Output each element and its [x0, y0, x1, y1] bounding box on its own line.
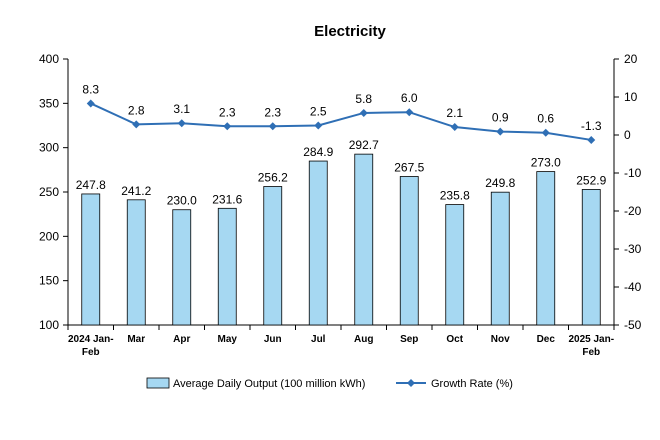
x-tick-label: Apr: [173, 334, 190, 345]
bar-value-label: 256.2: [258, 171, 288, 185]
bar: [126, 199, 146, 326]
left-tick-label: 400: [39, 52, 59, 66]
growth-rate-marker: [86, 99, 95, 108]
growth-rate-marker: [177, 119, 186, 128]
growth-rate-marker: [541, 128, 550, 137]
x-tick-label: 2025 Jan-: [568, 334, 614, 345]
bar: [490, 191, 510, 326]
line-value-label: 2.5: [310, 105, 327, 119]
bar: [581, 189, 601, 326]
line-value-label: -1.3: [581, 119, 602, 133]
x-tick-label: Dec: [537, 334, 556, 345]
x-tick-label: Feb: [582, 347, 600, 358]
x-tick-label: Feb: [82, 347, 100, 358]
chart-title: Electricity: [314, 23, 386, 40]
line-value-label: 2.1: [446, 106, 463, 120]
bar-value-label: 249.8: [485, 176, 515, 190]
x-tick-label: Oct: [446, 334, 463, 345]
line-value-label: 2.3: [219, 105, 236, 119]
bar-value-label: 252.9: [576, 173, 606, 187]
bar: [263, 186, 283, 326]
x-tick-labels: 2024 Jan- Feb Mar Apr May Jun Jul Aug Sep Oct Nov D…: [68, 334, 614, 358]
bar-value-label: 284.9: [303, 145, 333, 159]
right-tick-label: -40: [624, 280, 642, 294]
bar-value-label: 292.7: [349, 138, 379, 152]
x-tick-label: Nov: [491, 334, 510, 345]
x-tick-label: Mar: [127, 334, 145, 345]
right-tick-label: -10: [624, 166, 642, 180]
left-tick-label: 100: [39, 318, 59, 332]
growth-rate-marker: [268, 122, 277, 131]
legend-swatch-bar: [146, 377, 170, 389]
right-tick-label: 20: [624, 52, 638, 66]
growth-rate-marker: [496, 127, 505, 136]
bar-value-label: 235.8: [440, 189, 470, 203]
right-tick-label: 10: [624, 90, 638, 104]
bar-value-label: 267.5: [394, 160, 424, 174]
bar-value-label: 247.8: [76, 178, 106, 192]
x-tick-label: Jul: [311, 334, 326, 345]
growth-rate-marker: [314, 121, 323, 130]
growth-rate-marker: [587, 135, 596, 144]
line-value-label: 5.8: [355, 92, 372, 106]
bar-value-label: 241.2: [121, 184, 151, 198]
bar-value-label: 231.6: [212, 192, 242, 206]
right-tick-label: 0: [624, 128, 631, 142]
growth-rate-line: [90, 102, 592, 141]
bar: [445, 204, 465, 326]
right-tick-label: -20: [624, 204, 642, 218]
line-value-label: 3.1: [173, 102, 190, 116]
bar: [217, 207, 237, 326]
x-tick-label: Sep: [400, 334, 418, 345]
growth-rate-marker: [450, 123, 459, 132]
line-series: [86, 99, 596, 144]
legend-label-bar: Average Daily Output (100 million kWh): [173, 378, 365, 390]
bar: [81, 193, 101, 326]
bar: [399, 176, 419, 326]
legend: Average Daily Output (100 million kWh) Gr…: [146, 377, 513, 390]
line-value-label: 8.3: [82, 82, 99, 96]
bar-value-label: 230.0: [167, 194, 197, 208]
growth-rate-marker: [359, 108, 368, 117]
line-value-label: 0.6: [537, 112, 554, 126]
bar: [308, 160, 328, 326]
left-tick-label: 200: [39, 229, 59, 243]
axes: 100 150 200 250 300 350 400 -50 -40 -30 -20 -10 0 10 2…: [39, 52, 642, 332]
right-tick-label: -30: [624, 242, 642, 256]
growth-rate-marker: [132, 120, 141, 129]
left-tick-label: 350: [39, 96, 59, 110]
bar: [354, 153, 374, 326]
x-tick-label: Aug: [354, 334, 373, 345]
line-value-label: 2.8: [128, 103, 145, 117]
x-tick-label: Jun: [264, 334, 282, 345]
line-value-label: 2.3: [264, 105, 281, 119]
bar: [172, 209, 192, 326]
growth-rate-marker: [223, 122, 232, 131]
legend-swatch-marker: [407, 379, 415, 387]
legend-label-line: Growth Rate (%): [431, 378, 513, 390]
left-tick-label: 150: [39, 274, 59, 288]
bar-series: [81, 153, 601, 326]
left-tick-label: 250: [39, 185, 59, 199]
right-tick-label: -50: [624, 318, 642, 332]
left-tick-label: 300: [39, 141, 59, 155]
data-labels: 247.8 241.2 230.0 231.6 256.2 284.9 292.7 267.5…: [76, 82, 607, 207]
bar-value-label: 273.0: [531, 156, 561, 170]
line-value-label: 6.0: [401, 91, 418, 105]
bar: [536, 171, 556, 326]
growth-rate-marker: [405, 108, 414, 117]
line-value-label: 0.9: [492, 111, 509, 125]
x-tick-label: May: [218, 334, 238, 345]
x-tick-label: 2024 Jan-: [68, 334, 114, 345]
